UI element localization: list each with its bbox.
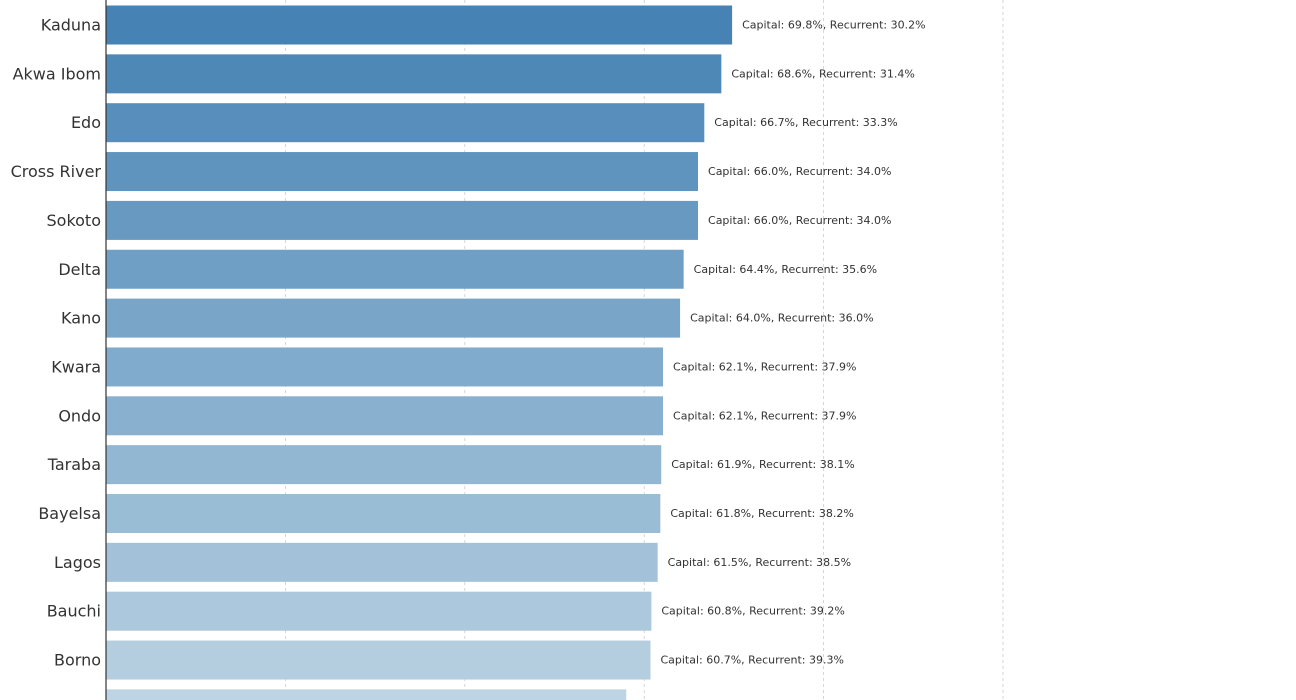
bar [106,347,664,387]
bar [106,298,681,338]
bar [106,689,627,700]
category-label: Edo [71,113,101,132]
data-label: Capital: 66.0%, Recurrent: 34.0% [708,165,891,178]
category-label: Sokoto [47,211,102,230]
bar [106,152,699,192]
data-label: Capital: 61.5%, Recurrent: 38.5% [668,556,851,569]
category-label: Ondo [58,406,101,425]
bar [106,445,662,485]
bar [106,640,651,680]
data-label: Capital: 69.8%, Recurrent: 30.2% [742,19,925,32]
data-labels: Capital: 69.8%, Recurrent: 30.2% Capital:… [660,19,925,667]
category-label: Akwa Ibom [13,64,101,83]
category-labels: Kaduna Akwa Ibom Edo Cross River Sokoto Delta… [11,16,102,670]
category-label: Cross River [11,162,102,181]
bar [106,396,664,436]
category-label: Lagos [54,553,101,572]
data-label: Capital: 62.1%, Recurrent: 37.9% [673,409,856,422]
bar [106,591,652,631]
category-label: Bayelsa [38,504,101,523]
bar [106,249,684,289]
data-label: Capital: 66.7%, Recurrent: 33.3% [714,116,897,129]
data-label: Capital: 60.8%, Recurrent: 39.2% [661,605,844,618]
data-label: Capital: 60.7%, Recurrent: 39.3% [660,654,843,667]
category-label: Kaduna [41,16,101,35]
category-label: Kwara [51,357,101,376]
data-label: Capital: 61.9%, Recurrent: 38.1% [671,458,854,471]
category-label: Kano [61,309,101,328]
data-label: Capital: 62.1%, Recurrent: 37.9% [673,360,856,373]
bar [106,542,658,582]
category-label: Bauchi [47,602,101,621]
bar [106,200,699,240]
data-label: Capital: 64.0%, Recurrent: 36.0% [690,312,873,325]
bar [106,103,705,143]
bar [106,5,733,45]
data-label: Capital: 68.6%, Recurrent: 31.4% [731,67,914,80]
category-label: Borno [54,651,101,670]
data-label: Capital: 66.0%, Recurrent: 34.0% [708,214,891,227]
bar [106,494,661,533]
bar [106,54,722,94]
category-label: Taraba [47,455,101,474]
data-label: Capital: 61.8%, Recurrent: 38.2% [670,507,853,520]
category-label: Delta [58,260,101,279]
bars [106,5,733,700]
data-label: Capital: 64.4%, Recurrent: 35.6% [694,263,877,276]
